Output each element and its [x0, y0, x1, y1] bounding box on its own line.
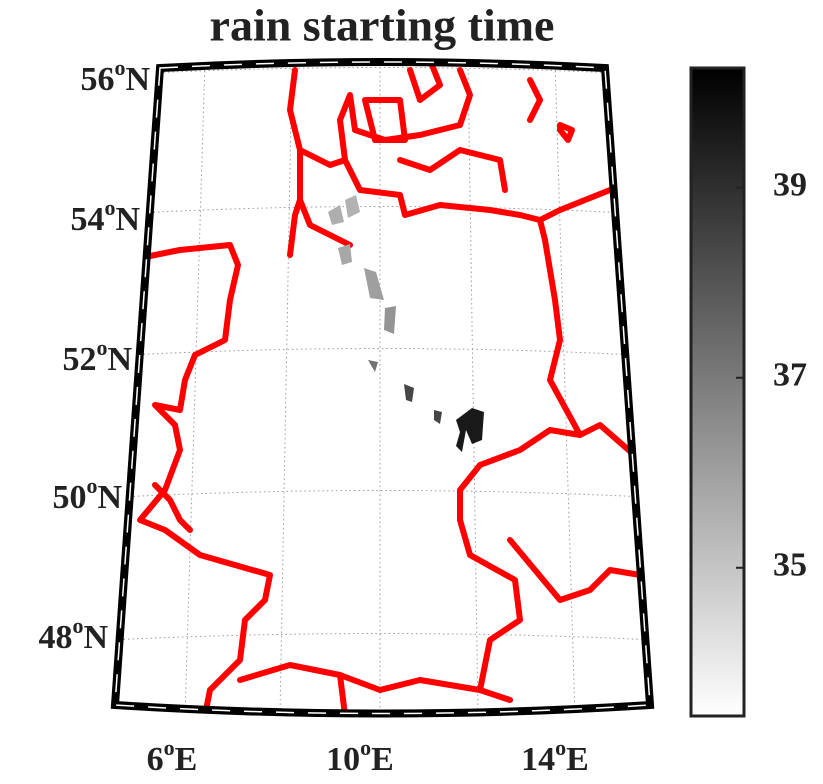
label-part: 14 — [521, 741, 555, 778]
coordinate-label: 10oE — [326, 735, 394, 778]
coordinate-label: 50oN — [52, 473, 122, 516]
degree-sign: o — [360, 735, 371, 760]
rain-cell — [364, 268, 384, 300]
rain-cell — [456, 408, 484, 452]
rain-cells — [328, 195, 484, 452]
colorbar-tick-label: 35 — [773, 547, 807, 584]
coordinate-label: 56oN — [80, 55, 150, 98]
rain-cell — [404, 384, 442, 424]
label-part: E — [371, 741, 394, 778]
chart-title: rain starting time — [210, 0, 555, 51]
label-part: 52 — [62, 341, 96, 378]
country-borders — [137, 62, 643, 714]
coordinate-label: 14oE — [521, 735, 589, 778]
degree-sign: o — [114, 55, 125, 80]
graticule — [115, 62, 650, 714]
label-part: 10 — [326, 741, 360, 778]
degree-sign: o — [96, 335, 107, 360]
degree-sign: o — [104, 195, 115, 220]
label-part: 56 — [80, 61, 114, 98]
coordinate-label: 52oN — [62, 335, 132, 378]
map-background — [115, 62, 650, 714]
degree-sign: o — [555, 735, 566, 760]
label-part: N — [125, 61, 150, 98]
coordinate-label: 54oN — [70, 195, 140, 238]
colorbar-tick-label: 37 — [773, 357, 807, 394]
coordinate-label: 48oN — [38, 613, 108, 656]
rain-cell — [328, 205, 344, 225]
label-part: 6 — [147, 741, 164, 778]
rain-cell — [384, 306, 396, 334]
rain-cell — [345, 195, 360, 218]
colorbar — [689, 66, 746, 718]
rain-cell — [338, 244, 352, 265]
label-part: N — [97, 479, 122, 516]
degree-sign: o — [164, 735, 175, 760]
label-part: N — [107, 341, 132, 378]
label-part: 50 — [52, 479, 86, 516]
colorbar-tick-label: 39 — [773, 167, 807, 204]
degree-sign: o — [86, 473, 97, 498]
label-part: 48 — [38, 619, 72, 656]
map-frame — [110, 58, 655, 718]
label-part: 54 — [70, 201, 104, 238]
label-part: N — [115, 201, 140, 238]
coordinate-label: 6oE — [147, 735, 198, 778]
rain-cell — [368, 360, 378, 372]
label-part: N — [83, 619, 108, 656]
map-area — [115, 62, 650, 714]
label-part: E — [175, 741, 198, 778]
degree-sign: o — [72, 613, 83, 638]
label-part: E — [566, 741, 589, 778]
